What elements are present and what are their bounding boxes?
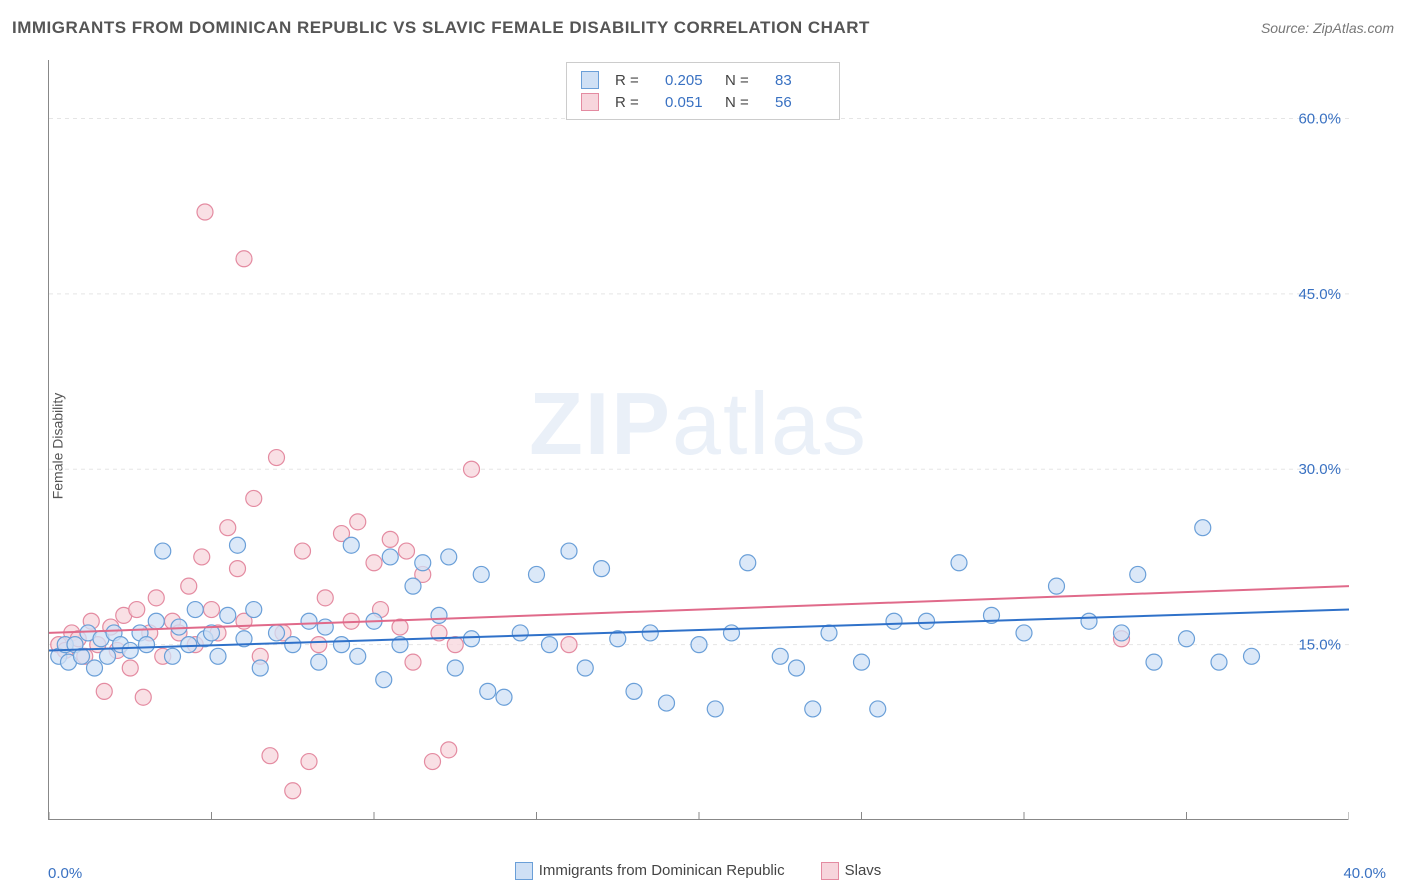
legend-row: R = 0.051 N = 56 bbox=[581, 91, 825, 113]
chart-title: IMMIGRANTS FROM DOMINICAN REPUBLIC VS SL… bbox=[12, 18, 870, 38]
svg-text:60.0%: 60.0% bbox=[1298, 110, 1341, 127]
legend-swatch bbox=[821, 862, 839, 880]
legend-entry: Slavs bbox=[821, 862, 882, 880]
svg-text:15.0%: 15.0% bbox=[1298, 637, 1341, 654]
n-label: N = bbox=[725, 72, 765, 89]
legend-row: R = 0.205 N = 83 bbox=[581, 69, 825, 91]
legend-swatch bbox=[515, 862, 533, 880]
correlation-legend: R = 0.205 N = 83 R = 0.051 N = 56 bbox=[566, 62, 840, 120]
plot-area: ZIPatlas 15.0%30.0%45.0%60.0% bbox=[48, 60, 1348, 820]
series-legend: Immigrants from Dominican Republic Slavs bbox=[48, 862, 1348, 880]
legend-entry: Immigrants from Dominican Republic bbox=[515, 862, 785, 880]
scatter-chart: 15.0% 30.0% 45.0% 60.0% bbox=[49, 60, 1349, 820]
r-value: 0.205 bbox=[665, 72, 715, 89]
svg-text:45.0%: 45.0% bbox=[1298, 286, 1341, 303]
x-axis-max-label: 40.0% bbox=[1343, 865, 1386, 882]
r-label: R = bbox=[615, 72, 655, 89]
n-label: N = bbox=[725, 94, 765, 111]
legend-label: Slavs bbox=[845, 862, 882, 879]
n-value: 83 bbox=[775, 72, 825, 89]
n-value: 56 bbox=[775, 94, 825, 111]
legend-label: Immigrants from Dominican Republic bbox=[539, 862, 785, 879]
source-attribution: Source: ZipAtlas.com bbox=[1261, 20, 1394, 36]
legend-swatch bbox=[581, 71, 599, 89]
r-label: R = bbox=[615, 94, 655, 111]
r-value: 0.051 bbox=[665, 94, 715, 111]
legend-swatch bbox=[581, 93, 599, 111]
svg-text:30.0%: 30.0% bbox=[1298, 461, 1341, 478]
